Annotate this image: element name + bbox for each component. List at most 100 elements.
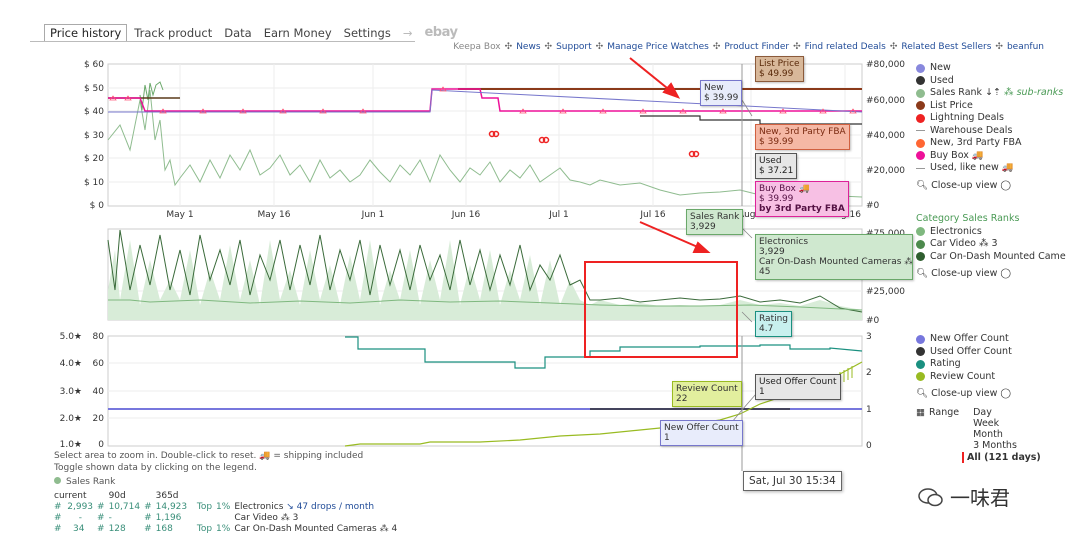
legend-dash-icon [916,130,925,132]
new-offer-count-label: New Offer Count 1 [660,420,743,446]
toggle-icon: ◯ [1000,388,1012,399]
y-right-tick: 1 [866,405,872,415]
separator-icon: ✣ [712,42,721,52]
closeup-view-toggle[interactable]: 🔍︎ Close-up view ◯ [916,179,1012,191]
link-find-related-deals[interactable]: Find related Deals [804,42,886,52]
calendar-icon: ▦ [916,407,925,418]
legend-electronics[interactable]: Electronics [916,226,1066,239]
watermark: 一味君 [918,482,1010,511]
toggle-icon: ◯ [1000,268,1012,279]
link-support[interactable]: Support [556,42,592,52]
legend-new-offer-count[interactable]: New Offer Count [916,333,1012,346]
legend-used-offer-count[interactable]: Used Offer Count [916,346,1012,359]
link-manage-price-watches[interactable]: Manage Price Watches [607,42,709,52]
legend-list-price[interactable]: List Price [916,100,1063,113]
range-3-months[interactable]: 3 Months [973,440,1017,451]
search-icon: 🔍︎ [916,268,929,279]
y-right-tick: 2 [866,368,872,378]
rating-tick: 1.0★ [60,440,82,450]
category-rank-legend: Category Sales Ranks Electronics Car Vid… [916,213,1066,281]
legend-dot-icon [916,63,925,73]
legend-dot-icon [916,239,925,249]
range-day[interactable]: Day [973,407,992,418]
legend-car-on-dash[interactable]: Car On-Dash Mounted Cameras ⁂ [916,251,1066,264]
closeup-view-toggle[interactable]: 🔍︎ Close-up view ◯ [916,388,1012,399]
legend-dot-icon [54,477,61,484]
used-offer-count-label: Used Offer Count 1 [755,374,841,400]
highlight-box [584,261,738,358]
tab-track-product[interactable]: Track product [134,26,213,40]
sales-rank-stats: current 90d 365d # 2,993 #10,714 #14,923 Top… [54,491,401,535]
separator-icon: ✣ [544,42,553,52]
tab-ebay[interactable]: ebay [424,25,458,40]
closeup-view-toggle[interactable]: 🔍︎ Close-up view ◯ [916,268,1012,279]
legend-dot-icon [916,101,925,111]
legend-warehouse-deals[interactable]: Warehouse Deals [916,125,1063,138]
x-tick: Aug 1 [738,210,764,220]
link-product-finder[interactable]: Product Finder [724,42,790,52]
search-icon: 🔍︎ [916,179,929,191]
link-keepa-box[interactable]: Keepa Box [453,42,501,52]
tab-settings[interactable]: Settings [343,26,391,40]
offer-legend: New Offer Count Used Offer Count Rating … [916,333,1012,401]
tab-price-history[interactable]: Price history [44,24,128,42]
electronics-rank-label: Electronics 3,929 Car On-Dash Mounted Came… [755,234,913,280]
table-row: # 2,993 #10,714 #14,923 Top 1% Electronics … [54,502,375,512]
legend-new-3p-fba[interactable]: New, 3rd Party FBA [916,137,1063,150]
legend-used-like-new[interactable]: Used, like new 🚚 [916,162,1063,175]
legend-dot-icon [916,113,925,123]
count-tick: 0 [98,440,104,450]
tab-bar: Price history Track product Data Earn Mo… [44,24,464,42]
link-news[interactable]: News [516,42,541,52]
y-tick: $ 0 [90,201,105,211]
legend-rating[interactable]: Rating [916,358,1012,371]
buy-box-label: Buy Box 🚚 $ 39.99 by 3rd Party FBA [755,181,849,217]
range-month[interactable]: Month [973,429,1003,440]
annotation-arrows [629,57,711,253]
y-right-tick: #80,000 [866,60,905,70]
tab-earn-money[interactable]: Earn Money [263,26,332,40]
tab-data[interactable]: Data [224,26,252,40]
arrow-right-icon: → [402,26,413,40]
legend-sales-rank[interactable]: Sales Rank ↓⇡ ⁂ sub-ranks [916,87,1063,100]
legend-car-video[interactable]: Car Video ⁂ 3 [916,238,1066,251]
table-row: # - # - #1,196 Car Video ⁂ 3 [54,513,299,523]
used-price-label: Used $ 37.21 [755,153,798,179]
y-right-tick: #25,000 [866,287,905,297]
legend-used[interactable]: Used [916,75,1063,88]
category-rank-chart[interactable] [107,228,863,321]
range-week[interactable]: Week [973,418,1000,429]
x-tick: May 16 [258,210,291,220]
range-all[interactable]: All (121 days) [962,452,1041,463]
link-related-best-sellers[interactable]: Related Best Sellers [901,42,992,52]
legend-dash-icon [916,167,925,169]
legend-review-count[interactable]: Review Count [916,371,1012,384]
rating-tick: 3.0★ [60,387,82,397]
separator-icon: ✣ [889,42,898,52]
count-tick: 80 [93,332,105,342]
x-tick: Jun 16 [451,210,481,220]
legend-lightning-deals[interactable]: Lightning Deals [916,112,1063,125]
y-right-tick: 3 [866,332,872,342]
link-beanfun[interactable]: beanfun [1006,42,1044,52]
legend-dot-icon [916,88,925,98]
y-right-tick: 0 [866,441,872,451]
y-right-tick: #20,000 [866,166,905,176]
separator-icon: ✣ [995,42,1003,52]
count-tick: 20 [93,414,105,424]
new-price-label: New $ 39.99 [700,80,743,106]
legend-new[interactable]: New [916,62,1063,75]
sort-icon: ↓⇡ [985,87,1001,98]
chart-footer: Select area to zoom in. Double-click to … [54,451,364,487]
x-tick: Jul 16 [639,210,665,220]
truck-icon: 🚚 [259,451,271,461]
x-tick: May 1 [166,210,193,220]
legend-buy-box[interactable]: Buy Box 🚚 [916,150,1063,163]
y-tick: $ 20 [84,154,104,164]
price-chart[interactable] [107,63,863,207]
toggle-icon: ◯ [1000,179,1012,191]
x-tick: Jun 1 [361,210,385,220]
sub-ranks-toggle[interactable]: ⁂ sub-ranks [1004,87,1064,98]
new-3p-fba-label: New, 3rd Party FBA $ 39.99 [755,124,850,150]
table-row: # 34 #128 #168 Top 1% Car On-Dash Mounted C… [54,524,398,534]
